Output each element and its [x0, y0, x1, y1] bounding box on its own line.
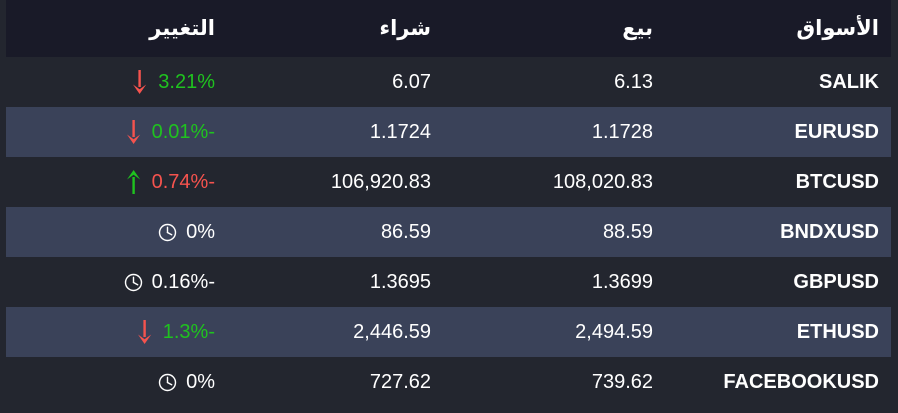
cell-buy-price[interactable]: 1.3695 [215, 271, 431, 294]
sell-price: 88.59 [602, 220, 653, 243]
cell-market[interactable]: BNDXUSD [653, 221, 891, 244]
clock-icon [124, 273, 142, 291]
sell-price: 2,494.59 [575, 320, 653, 343]
change-indicator: 3.21% [131, 69, 215, 95]
clock-icon [158, 373, 177, 391]
cell-buy-price[interactable]: 1.1724 [215, 121, 431, 144]
clock-icon [158, 223, 177, 241]
cell-change[interactable]: 0% [6, 371, 215, 394]
buy-price: 86.59 [380, 220, 431, 243]
market-symbol: BTCUSD [795, 170, 879, 193]
table-row[interactable]: BTCUSD 108,020.83 106,920.83 0.74%- [6, 157, 891, 207]
column-header-sell[interactable]: بيع [431, 16, 653, 41]
buy-price: 727.62 [369, 370, 431, 393]
cell-market[interactable]: FACEBOOKUSD [653, 371, 891, 394]
buy-price: 1.3695 [369, 270, 431, 293]
change-indicator: 1.3%- [136, 319, 215, 345]
column-header-market[interactable]: الأسواق [653, 16, 891, 41]
change-value: 0.01%- [151, 120, 215, 143]
column-header-change[interactable]: التغيير [6, 16, 215, 41]
column-header-change-label: التغيير [149, 17, 215, 40]
arrow-down-icon [133, 70, 147, 94]
change-indicator: 0.74%- [125, 169, 215, 195]
change-value: 3.21% [158, 70, 215, 93]
sell-price: 6.13 [614, 70, 653, 93]
cell-change[interactable]: 0.16%- [6, 271, 215, 294]
buy-price: 6.07 [392, 70, 431, 93]
cell-sell-price[interactable]: 88.59 [431, 221, 653, 244]
column-header-market-label: الأسواق [796, 17, 879, 40]
cell-buy-price[interactable]: 86.59 [215, 221, 431, 244]
cell-market[interactable]: ETHUSD [653, 321, 891, 344]
sell-price: 108,020.83 [552, 170, 653, 193]
market-symbol: ETHUSD [796, 320, 879, 343]
cell-market[interactable]: BTCUSD [653, 171, 891, 194]
table-header-row: الأسواق بيع شراء التغيير [6, 0, 891, 57]
cell-buy-price[interactable]: 2,446.59 [215, 321, 431, 344]
buy-price: 2,446.59 [353, 320, 431, 343]
cell-sell-price[interactable]: 2,494.59 [431, 321, 653, 344]
change-indicator: 0.01%- [125, 119, 215, 145]
change-indicator: 0.16%- [124, 271, 215, 294]
change-value: 0% [186, 370, 215, 393]
cell-buy-price[interactable]: 727.62 [215, 371, 431, 394]
market-symbol: SALIK [819, 70, 879, 93]
arrow-down-icon [126, 120, 140, 144]
sell-price: 1.3699 [591, 270, 653, 293]
buy-price: 106,920.83 [330, 170, 431, 193]
buy-price: 1.1724 [369, 120, 431, 143]
market-symbol: GBPUSD [793, 270, 879, 293]
table-row[interactable]: EURUSD 1.1728 1.1724 0.01%- [6, 107, 891, 157]
change-value: 0% [186, 220, 215, 243]
cell-change[interactable]: 0% [6, 221, 215, 244]
column-header-buy[interactable]: شراء [215, 16, 431, 41]
table-row[interactable]: FACEBOOKUSD 739.62 727.62 0% [6, 357, 891, 407]
sell-price: 1.1728 [591, 120, 653, 143]
market-symbol: EURUSD [794, 120, 879, 143]
column-header-sell-label: بيع [622, 17, 653, 40]
cell-buy-price[interactable]: 6.07 [215, 71, 431, 94]
market-symbol: FACEBOOKUSD [723, 370, 879, 393]
cell-change[interactable]: 1.3%- [6, 319, 215, 345]
cell-buy-price[interactable]: 106,920.83 [215, 171, 431, 194]
change-value: 0.16%- [151, 270, 215, 293]
table-row[interactable]: BNDXUSD 88.59 86.59 0% [6, 207, 891, 257]
cell-change[interactable]: 0.74%- [6, 169, 215, 195]
table-row[interactable]: SALIK 6.13 6.07 3.21% [6, 57, 891, 107]
market-symbol: BNDXUSD [780, 220, 879, 243]
change-indicator: 0% [158, 221, 215, 244]
table-row[interactable]: ETHUSD 2,494.59 2,446.59 1.3%- [6, 307, 891, 357]
cell-sell-price[interactable]: 6.13 [431, 71, 653, 94]
change-value: 0.74%- [151, 170, 215, 193]
cell-market[interactable]: EURUSD [653, 121, 891, 144]
table-body: SALIK 6.13 6.07 3.21% EURUSD 1.1728 1.1724 0.01… [0, 57, 898, 413]
cell-sell-price[interactable]: 1.1728 [431, 121, 653, 144]
arrow-up-icon [126, 170, 140, 194]
cell-change[interactable]: 0.01%- [6, 119, 215, 145]
cell-change[interactable]: 3.21% [6, 69, 215, 95]
cell-market[interactable]: SALIK [653, 71, 891, 94]
column-header-buy-label: شراء [379, 17, 431, 40]
arrow-down-icon [137, 320, 151, 344]
cell-sell-price[interactable]: 739.62 [431, 371, 653, 394]
cell-sell-price[interactable]: 1.3699 [431, 271, 653, 294]
sell-price: 739.62 [591, 370, 653, 393]
change-indicator: 0% [158, 371, 215, 394]
cell-market[interactable]: GBPUSD [653, 271, 891, 294]
change-value: 1.3%- [162, 320, 215, 343]
table-row[interactable]: GBPUSD 1.3699 1.3695 0.16%- [6, 257, 891, 307]
cell-sell-price[interactable]: 108,020.83 [431, 171, 653, 194]
